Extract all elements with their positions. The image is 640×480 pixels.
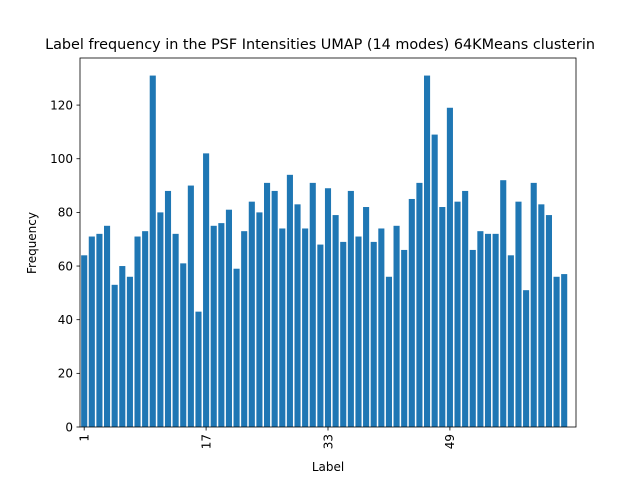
y-tick-label: 20 — [58, 367, 73, 381]
x-tick-label: 1 — [77, 434, 91, 442]
bar-label-63 — [553, 276, 560, 427]
bar-label-13 — [172, 233, 179, 427]
y-tick-label: 40 — [58, 313, 73, 327]
bar-label-49 — [446, 107, 453, 427]
x-tick-label: 17 — [199, 434, 213, 449]
bar-label-36 — [347, 190, 354, 427]
bar-label-59 — [523, 290, 530, 427]
bar-label-60 — [530, 182, 537, 427]
bar-label-39 — [370, 241, 377, 427]
bar-label-26 — [271, 190, 278, 427]
bar-label-62 — [545, 215, 552, 427]
bar-label-61 — [538, 204, 545, 427]
bar-label-35 — [340, 241, 347, 427]
bar-label-28 — [286, 174, 293, 427]
bar-label-6 — [119, 266, 126, 427]
bar-label-55 — [492, 233, 499, 427]
y-tick-label: 80 — [58, 206, 73, 220]
bar-label-37 — [355, 236, 362, 427]
bar-label-1 — [81, 255, 88, 427]
bar-label-10 — [149, 75, 156, 427]
bar-label-12 — [164, 190, 172, 427]
bar-label-15 — [187, 185, 194, 427]
bar-label-29 — [294, 204, 301, 427]
bar-label-64 — [561, 274, 568, 427]
x-tick-label: 33 — [321, 434, 335, 449]
bar-label-46 — [424, 75, 431, 427]
bar-label-41 — [385, 276, 392, 427]
x-tick-label: 49 — [443, 434, 457, 449]
y-tick-label: 100 — [50, 152, 73, 166]
bar-label-42 — [393, 225, 400, 427]
bar-label-4 — [104, 225, 111, 427]
bar-label-19 — [218, 223, 225, 427]
bar-label-54 — [484, 233, 492, 427]
bar-label-24 — [256, 212, 263, 427]
bar-label-45 — [416, 182, 423, 427]
bar-label-34 — [332, 215, 339, 427]
bar-label-5 — [111, 284, 118, 427]
bar-label-14 — [180, 263, 187, 427]
bar-label-22 — [241, 231, 248, 427]
y-tick-label: 0 — [65, 420, 73, 434]
bar-label-40 — [378, 228, 385, 427]
bar-label-51 — [462, 190, 469, 427]
bars-group — [81, 75, 568, 427]
bar-label-25 — [264, 182, 271, 427]
plot-frame — [79, 57, 577, 428]
y-ticks-group: 0 20 40 60 80 100 120 — [50, 98, 80, 434]
bar-label-16 — [195, 311, 202, 427]
bar-label-58 — [515, 201, 522, 427]
bar-label-23 — [248, 201, 255, 427]
x-ticks-group: 1 17 33 49 — [77, 427, 457, 449]
bar-label-11 — [157, 212, 164, 427]
bar-label-33 — [324, 188, 332, 427]
bar-label-8 — [134, 236, 141, 427]
chart-title: Label frequency in the PSF Intensities U… — [45, 37, 595, 53]
bar-label-56 — [500, 180, 507, 427]
bar-label-20 — [225, 209, 232, 427]
bar-label-47 — [431, 134, 438, 427]
bar-label-32 — [317, 244, 324, 427]
bar-label-53 — [477, 231, 484, 427]
y-tick-label: 120 — [50, 98, 73, 112]
bar-label-31 — [309, 182, 316, 427]
bar-label-43 — [401, 249, 408, 427]
bar-label-17 — [203, 153, 210, 427]
y-tick-label: 60 — [58, 259, 73, 273]
bar-label-21 — [233, 268, 240, 427]
bar-label-27 — [279, 228, 286, 427]
bar-label-50 — [454, 201, 461, 427]
x-axis-label: Label — [312, 460, 344, 474]
bar-label-2 — [88, 236, 95, 427]
bar-label-57 — [507, 255, 514, 427]
bar-label-30 — [302, 228, 309, 427]
bar-label-38 — [363, 207, 370, 427]
bar-label-48 — [439, 207, 446, 427]
bar-label-52 — [469, 249, 476, 427]
bar-label-7 — [126, 276, 133, 427]
y-axis-label: Frequency — [25, 212, 39, 274]
bar-label-44 — [408, 198, 415, 427]
bar-label-3 — [96, 233, 103, 427]
bar-label-18 — [210, 225, 217, 427]
bar-label-9 — [142, 231, 149, 427]
